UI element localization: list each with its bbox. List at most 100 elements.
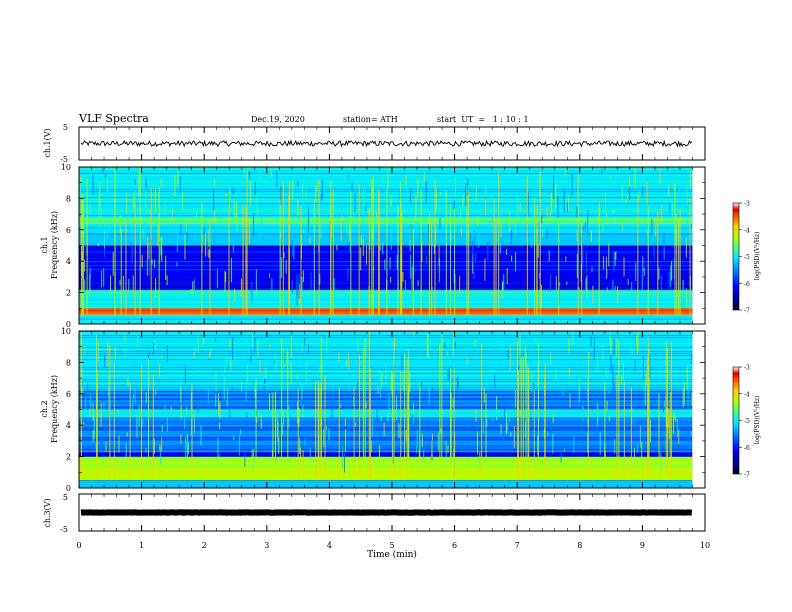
spectrogram-speckle [428,224,430,242]
ch1-colorbar: log(PSD)(V²/Hz) -3 -4 -5 -6 -7 [732,201,761,315]
spectrogram-speckle [126,193,128,215]
sferic-line [152,374,154,479]
spectrogram-speckle [84,279,86,290]
spectrogram-speckle [210,417,212,426]
spectrogram-speckle [599,431,601,455]
sferic-line [604,382,606,479]
spectrogram-speckle [81,251,83,261]
spectrogram-speckle [416,446,418,454]
spectrogram-speckle [291,280,293,294]
sferic-line [281,337,283,479]
spectrogram-speckle [240,278,242,297]
spectrogram-speckle [625,199,627,205]
spectrogram-speckle [624,421,626,434]
spectrogram-speckle [119,279,121,286]
spectrogram-speckle [550,351,552,365]
spectrogram-stripe [79,455,693,457]
spectrogram-band [79,283,693,290]
spectrogram-speckle [651,409,653,419]
spectrogram-stripe [79,283,693,285]
spectrogram-speckle [596,395,598,400]
spectrogram-speckle [402,271,404,282]
spectrogram-speckle [256,197,258,221]
spectrogram-speckle [204,232,206,257]
spectrogram-speckle [496,408,498,418]
spectrogram-speckle [138,406,140,426]
spectrogram-speckle [636,335,638,345]
spectrogram-speckle [627,441,629,452]
spectrogram-speckle [605,368,607,377]
spectrogram-speckle [157,224,159,247]
spectrogram-stripe [79,349,693,350]
x-tick-labels: 0 1 2 3 4 5 6 7 8 9 10 [76,541,710,550]
spectrogram-speckle [687,211,689,231]
spectrogram-speckle [128,389,130,400]
spectrogram-speckle [564,170,566,178]
spectrogram-speckle [416,429,418,448]
spectrogram-speckle [257,412,259,416]
spectrogram-speckle [100,402,102,427]
spectrogram-speckle [409,188,411,203]
ch2-colorbar-gradient [732,366,740,475]
spectrogram-speckle [124,348,126,356]
sferic-line [191,382,193,479]
spectrogram-speckle [503,426,505,446]
spectrogram-speckle [631,281,633,294]
spectrogram-speckle [341,214,343,220]
spectrogram-stripe [79,215,693,216]
spectrogram-speckle [347,267,349,281]
spectrogram-speckle [114,346,116,361]
spectrogram-speckle [585,252,587,274]
spectrogram-speckle [586,363,588,373]
spectrogram-stripe [79,322,693,324]
spectrogram-speckle [464,364,466,370]
spectrogram-speckle [79,177,81,200]
spectrogram-speckle [234,201,236,219]
spectrogram-stripe [79,297,693,299]
spectrogram-speckle [166,275,168,286]
spectrogram-stripe [79,211,693,212]
spectrogram-speckle [254,337,256,353]
spectrogram-speckle [219,422,221,430]
sferic-line [404,352,406,479]
spectrogram-speckle [663,246,665,260]
spectrogram-speckle [243,169,245,178]
spectrogram-stripe [79,385,693,386]
spectrogram-speckle [664,248,666,252]
spectrogram-speckle [462,195,464,208]
spectrogram-stripe [79,301,693,303]
sferic-line [362,347,364,479]
spectrogram-speckle [402,371,404,392]
spectrogram-speckle [667,433,669,457]
spectrogram-speckle [213,188,215,211]
spectrogram-speckle [417,178,419,199]
spectrogram-speckle [269,393,271,410]
spectrogram-speckle [254,182,256,196]
spectrogram-speckle [131,243,133,263]
sferic-line [282,182,284,315]
spectrogram-speckle [549,273,551,292]
spectrogram-speckle [423,172,425,183]
spectrogram-speckle [633,447,635,458]
spectrogram-speckle [132,397,134,417]
spectrogram-speckle [297,180,299,187]
spectrogram-stripe [79,343,693,344]
spectrogram-stripe [79,339,693,340]
spectrogram-speckle [158,364,160,377]
spectrogram-speckle [97,342,99,362]
spectrogram-speckle [296,274,298,297]
spectrogram-speckle [348,352,350,371]
spectrogram-speckle [667,183,669,197]
spectrogram-stripe [79,460,693,462]
sferic-line [228,204,230,315]
spectrogram-speckle [248,171,250,180]
spectrogram-speckle [469,234,471,247]
spectrogram-speckle [215,338,217,343]
spectrogram-speckle [390,200,392,207]
spectrogram-speckle [608,390,610,394]
spectrogram-speckle [519,202,521,213]
spectrogram-speckle [102,168,104,174]
spectrogram-speckle [134,179,136,185]
spectrogram-speckle [256,415,258,424]
sferic-line [419,381,421,479]
